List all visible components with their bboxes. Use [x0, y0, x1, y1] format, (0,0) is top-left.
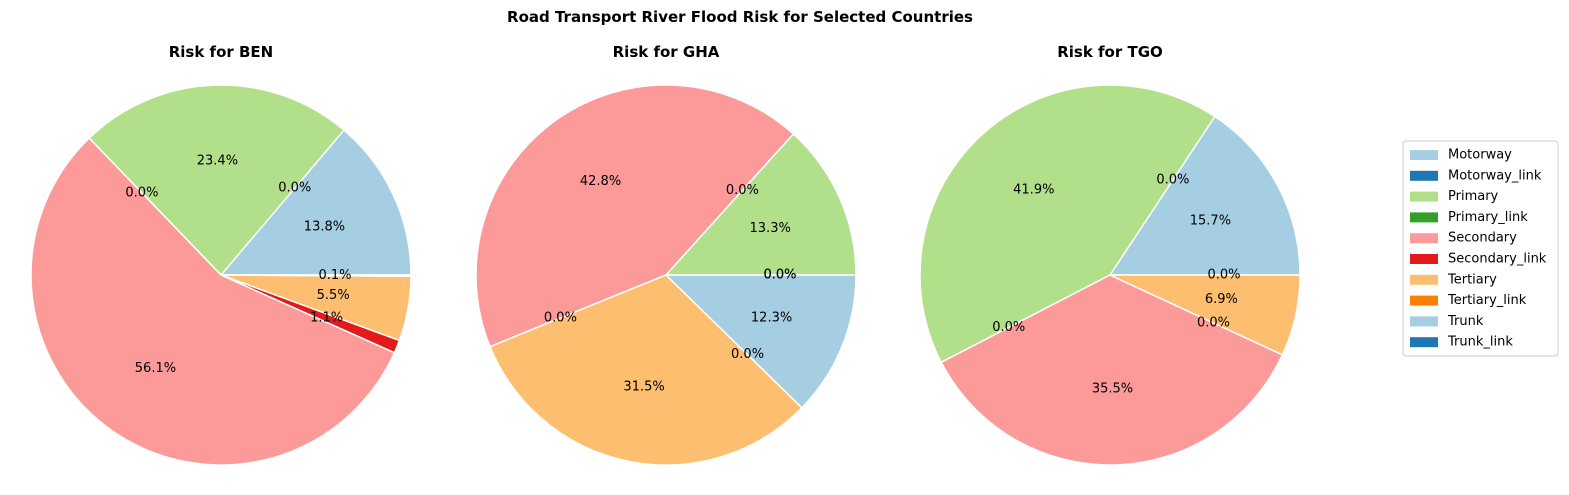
pie-title-gha: Risk for GHA: [613, 43, 720, 61]
pie-label-trunk: 13.8%: [304, 220, 345, 235]
pie-slice-primary: [88, 84, 345, 276]
pie-label-tertiary-link: 0.0%: [763, 268, 796, 283]
legend-item-tertiary-link: Tertiary_link: [1410, 293, 1527, 308]
legend-item-tertiary: Tertiary: [1410, 272, 1497, 287]
legend-box: [1402, 140, 1559, 357]
pie-label-secondary: 35.5%: [1092, 381, 1133, 396]
pie-label-secondary-link: 1.1%: [310, 310, 343, 325]
figure-title: Road Transport River Flood Risk for Sele…: [507, 8, 973, 26]
pie-label-secondary-link: 0.0%: [1197, 315, 1230, 330]
legend-item-primary-link: Primary_link: [1410, 210, 1528, 225]
legend-label-secondary: Secondary: [1448, 231, 1517, 246]
legend-swatch-tertiary-link: [1410, 295, 1438, 306]
pie-label-trunk-link: 0.0%: [1156, 172, 1189, 187]
legend-label-secondary-link: Secondary_link: [1448, 252, 1547, 267]
legend-swatch-secondary: [1410, 233, 1438, 244]
pie-slice-secondary: [30, 137, 396, 466]
legend-label-trunk-link: Trunk_link: [1447, 335, 1513, 350]
pie-title-ben: Risk for BEN: [169, 43, 274, 61]
legend-item-trunk: Trunk: [1410, 314, 1484, 329]
legend-item-secondary: Secondary: [1410, 231, 1517, 246]
legend-label-tertiary: Tertiary: [1447, 272, 1497, 287]
pie-label-trunk-link: 0.0%: [731, 347, 764, 362]
pie-label-motorway: 0.0%: [763, 268, 796, 283]
pie-slice-primary: [919, 84, 1216, 364]
pie-slice-trunk: [665, 274, 857, 409]
pie-label-primary: 13.3%: [750, 221, 791, 236]
pie-label-tertiary-link: 0.1%: [318, 268, 351, 283]
pie-panel-ben: Risk for BEN 13.8% 0.0% 23.4% 0.0% 56.1% 1.1%…: [30, 43, 412, 466]
pie-label-tertiary: 6.9%: [1205, 292, 1238, 307]
legend-swatch-trunk-link: [1410, 337, 1438, 348]
pie-label-tertiary: 5.5%: [317, 288, 350, 303]
legend-item-motorway: Motorway: [1410, 148, 1512, 163]
pie-label-tertiary-link: 0.0%: [1207, 268, 1240, 283]
pie-label-primary-link: 0.0%: [992, 320, 1025, 335]
pie-slice-tertiary-link: [220, 274, 412, 277]
legend-swatch-primary: [1410, 191, 1438, 202]
legend-item-primary: Primary: [1410, 189, 1499, 204]
pie-label-secondary: 42.8%: [580, 174, 621, 189]
pie-slice-tertiary: [1109, 274, 1301, 356]
pie-label-secondary: 56.1%: [135, 361, 176, 376]
pie-labels-ben: 13.8% 0.0% 23.4% 0.0% 56.1% 1.1% 5.5% 0.1%: [125, 154, 351, 376]
legend-label-motorway: Motorway: [1448, 148, 1512, 163]
pie-labels-gha: 0.0%13.3%0.0%42.8%0.0%31.5%0.0%12.3%0.0%: [544, 174, 797, 394]
pie-label-trunk: 12.3%: [751, 311, 792, 326]
legend-swatch-secondary-link: [1410, 254, 1438, 264]
pie-slice-primary: [665, 133, 857, 276]
legend-label-motorway-link: Motorway_link: [1448, 168, 1542, 183]
pie-slice-secondary: [940, 274, 1284, 466]
legend-label-trunk: Trunk: [1447, 314, 1484, 329]
pie-title-tgo: Risk for TGO: [1057, 43, 1163, 61]
pie-label-tertiary: 31.5%: [623, 379, 664, 394]
pie-labels-tgo: 15.7% 0.0% 41.9% 0.0% 35.5% 0.0% 6.9% 0.0%: [992, 172, 1240, 396]
legend-item-motorway-link: Motorway_link: [1410, 168, 1542, 183]
legend-swatch-tertiary: [1410, 274, 1438, 285]
pie-slice-secondary: [475, 84, 795, 348]
legend-label-primary: Primary: [1448, 189, 1499, 204]
pie-slice-trunk: [1109, 115, 1301, 276]
pie-panel-tgo: Risk for TGO 15.7% 0.0% 41.9% 0.0% 35.5% 0.0%…: [919, 43, 1301, 466]
pie-label-primary-link: 0.0%: [125, 185, 158, 200]
pie-label-primary: 41.9%: [1013, 183, 1054, 198]
legend-label-primary-link: Primary_link: [1448, 210, 1528, 225]
pie-label-primary-link: 0.0%: [726, 183, 759, 198]
legend-swatch-motorway-link: [1410, 170, 1438, 181]
legend-swatch-motorway: [1410, 150, 1438, 160]
legend: Motorway Motorway_link Primary Primary_link…: [1402, 140, 1559, 357]
legend-label-tertiary-link: Tertiary_link: [1447, 293, 1527, 308]
legend-item-secondary-link: Secondary_link: [1410, 252, 1547, 267]
pie-label-primary: 23.4%: [197, 154, 238, 169]
pie-label-trunk: 15.7%: [1190, 214, 1231, 229]
pie-slice-tertiary: [489, 274, 803, 466]
legend-swatch-primary-link: [1410, 212, 1438, 223]
pie-label-trunk-link: 0.0%: [278, 181, 311, 196]
pie-slices-ben: [30, 84, 412, 466]
pie-slices-gha: [475, 84, 857, 466]
legend-item-trunk-link: Trunk_link: [1410, 335, 1513, 350]
pie-panel-gha: Risk for GHA 0.0% 13.3% 0.0% 42.8% 0.0% 31.5%…: [475, 43, 857, 466]
pie-slice-trunk: [220, 129, 412, 276]
pie-slices-tgo: [919, 84, 1301, 466]
legend-swatch-trunk: [1410, 316, 1438, 327]
pie-label-secondary-link: 0.0%: [544, 311, 577, 326]
